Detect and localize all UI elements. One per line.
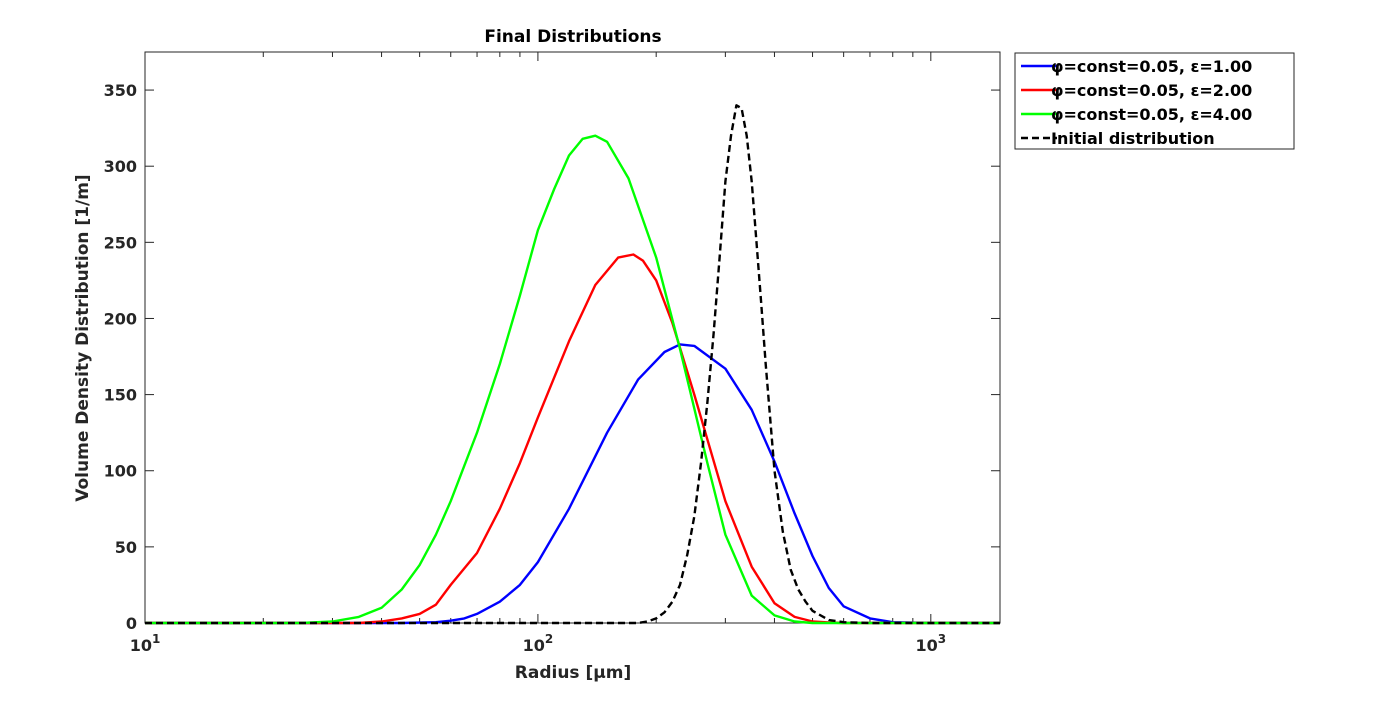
x-axis-label: Radius [μm] xyxy=(515,663,631,683)
series-line-3 xyxy=(145,134,1000,625)
legend-label-3: φ=const=0.05, ε=4.00 xyxy=(1051,105,1252,124)
legend-box xyxy=(1014,52,1295,150)
plot-frame xyxy=(144,51,1001,624)
y-tick-label: 250 xyxy=(104,233,137,252)
y-axis-label: Volume Density Distribution [1/m] xyxy=(73,174,93,501)
legend: φ=const=0.05, ε=1.00 φ=const=0.05, ε=2.00… xyxy=(1014,52,1295,150)
plot-area-border xyxy=(144,51,1001,624)
y-axis-ticks: 0 50 100 150 200 250 300 350 xyxy=(104,81,1000,633)
legend-label-4: Initial distribution xyxy=(1051,129,1215,148)
legend-label-1: φ=const=0.05, ε=1.00 xyxy=(1051,57,1252,76)
x-tick-label: 102 xyxy=(523,632,554,655)
series-line-4 xyxy=(145,104,1000,625)
chart-title: Final Distributions xyxy=(484,27,661,47)
y-tick-label: 50 xyxy=(115,538,137,557)
series-line-1 xyxy=(145,343,1000,625)
y-tick-label: 150 xyxy=(104,386,137,405)
y-tick-label: 100 xyxy=(104,462,137,481)
y-tick-label: 300 xyxy=(104,157,137,176)
legend-label-2: φ=const=0.05, ε=2.00 xyxy=(1051,81,1252,100)
x-tick-label: 103 xyxy=(916,632,947,655)
y-tick-label: 200 xyxy=(104,309,137,328)
y-tick-label: 0 xyxy=(126,614,137,633)
series-layer xyxy=(145,104,1000,625)
x-tick-label: 101 xyxy=(130,632,161,655)
y-tick-label: 350 xyxy=(104,81,137,100)
